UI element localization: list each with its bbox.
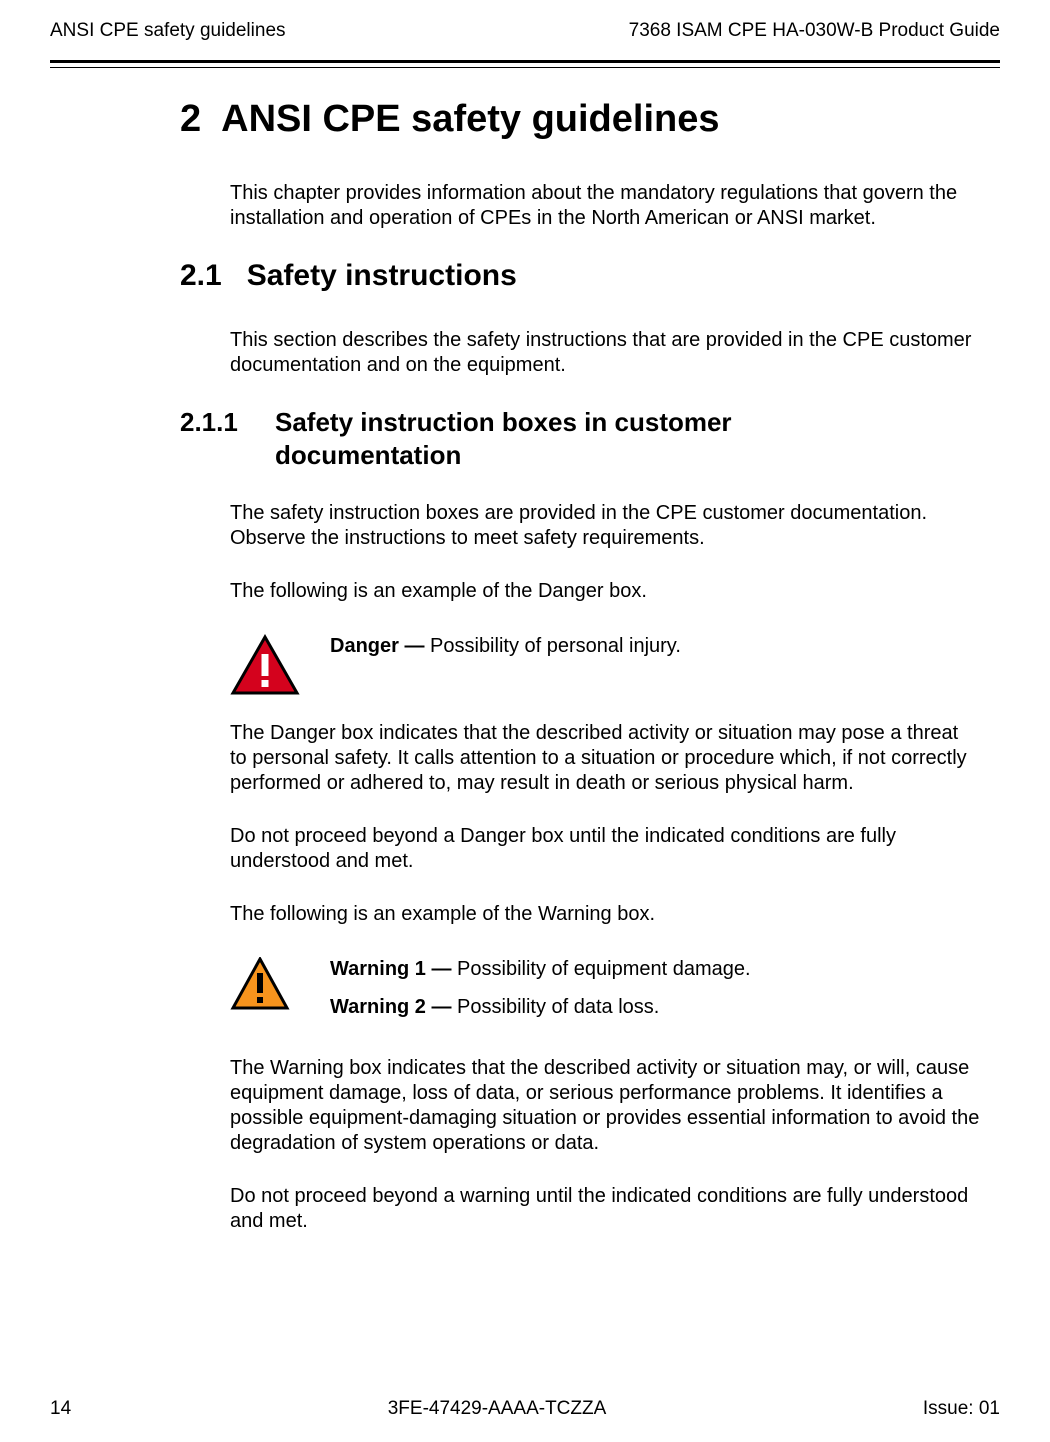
body-paragraph: The Danger box indicates that the descri…: [230, 721, 980, 796]
subsection-title: Safety instruction boxes in customer doc…: [275, 406, 925, 471]
chapter-number: 2: [180, 98, 201, 141]
section-title: Safety instructions: [247, 259, 517, 292]
warning-label-2: Warning 2 —: [330, 996, 457, 1018]
header-left: ANSI CPE safety guidelines: [50, 20, 286, 42]
warning-box: Warning 1 — Possibility of equipment dam…: [230, 955, 980, 1031]
danger-desc: Possibility of personal injury.: [430, 635, 681, 657]
page-content: 2 ANSI CPE safety guidelines This chapter…: [180, 98, 980, 1234]
page-footer: 14 3FE-47429-AAAA-TCZZA Issue: 01: [50, 1398, 1000, 1420]
body-paragraph: The safety instruction boxes are provide…: [230, 501, 980, 551]
section-number: 2.1: [180, 259, 222, 293]
section-heading: 2.1 Safety instructions: [180, 259, 980, 293]
body-paragraph: Do not proceed beyond a Danger box until…: [230, 824, 980, 874]
danger-icon: [230, 634, 300, 696]
chapter-intro: This chapter provides information about …: [230, 181, 980, 231]
danger-text: Danger — Possibility of personal injury.: [330, 632, 980, 670]
chapter-title: ANSI CPE safety guidelines: [221, 98, 719, 140]
footer-doc-id: 3FE-47429-AAAA-TCZZA: [388, 1398, 607, 1420]
warning-desc-1: Possibility of equipment damage.: [457, 958, 751, 980]
subsection-number: 2.1.1: [180, 406, 275, 439]
header-rule-thick: [50, 60, 1000, 63]
body-paragraph: The following is an example of the Dange…: [230, 579, 980, 604]
warning-text: Warning 1 — Possibility of equipment dam…: [330, 955, 980, 1031]
section-intro: This section describes the safety instru…: [230, 328, 980, 378]
header-rule-thin: [50, 67, 1000, 68]
danger-box: Danger — Possibility of personal injury.: [230, 632, 980, 696]
warning-icon: [230, 957, 300, 1011]
footer-page-number: 14: [50, 1398, 71, 1420]
danger-label: Danger —: [330, 635, 430, 657]
header-right: 7368 ISAM CPE HA-030W-B Product Guide: [629, 20, 1000, 42]
body-paragraph: The Warning box indicates that the descr…: [230, 1056, 980, 1156]
page-header: ANSI CPE safety guidelines 7368 ISAM CPE…: [50, 20, 1000, 42]
body-paragraph: Do not proceed beyond a warning until th…: [230, 1184, 980, 1234]
subsection-heading: 2.1.1Safety instruction boxes in custome…: [180, 406, 980, 471]
chapter-heading: 2 ANSI CPE safety guidelines: [180, 98, 980, 141]
body-paragraph: The following is an example of the Warni…: [230, 902, 980, 927]
warning-desc-2: Possibility of data loss.: [457, 996, 659, 1018]
footer-issue: Issue: 01: [923, 1398, 1000, 1420]
warning-label-1: Warning 1 —: [330, 958, 457, 980]
